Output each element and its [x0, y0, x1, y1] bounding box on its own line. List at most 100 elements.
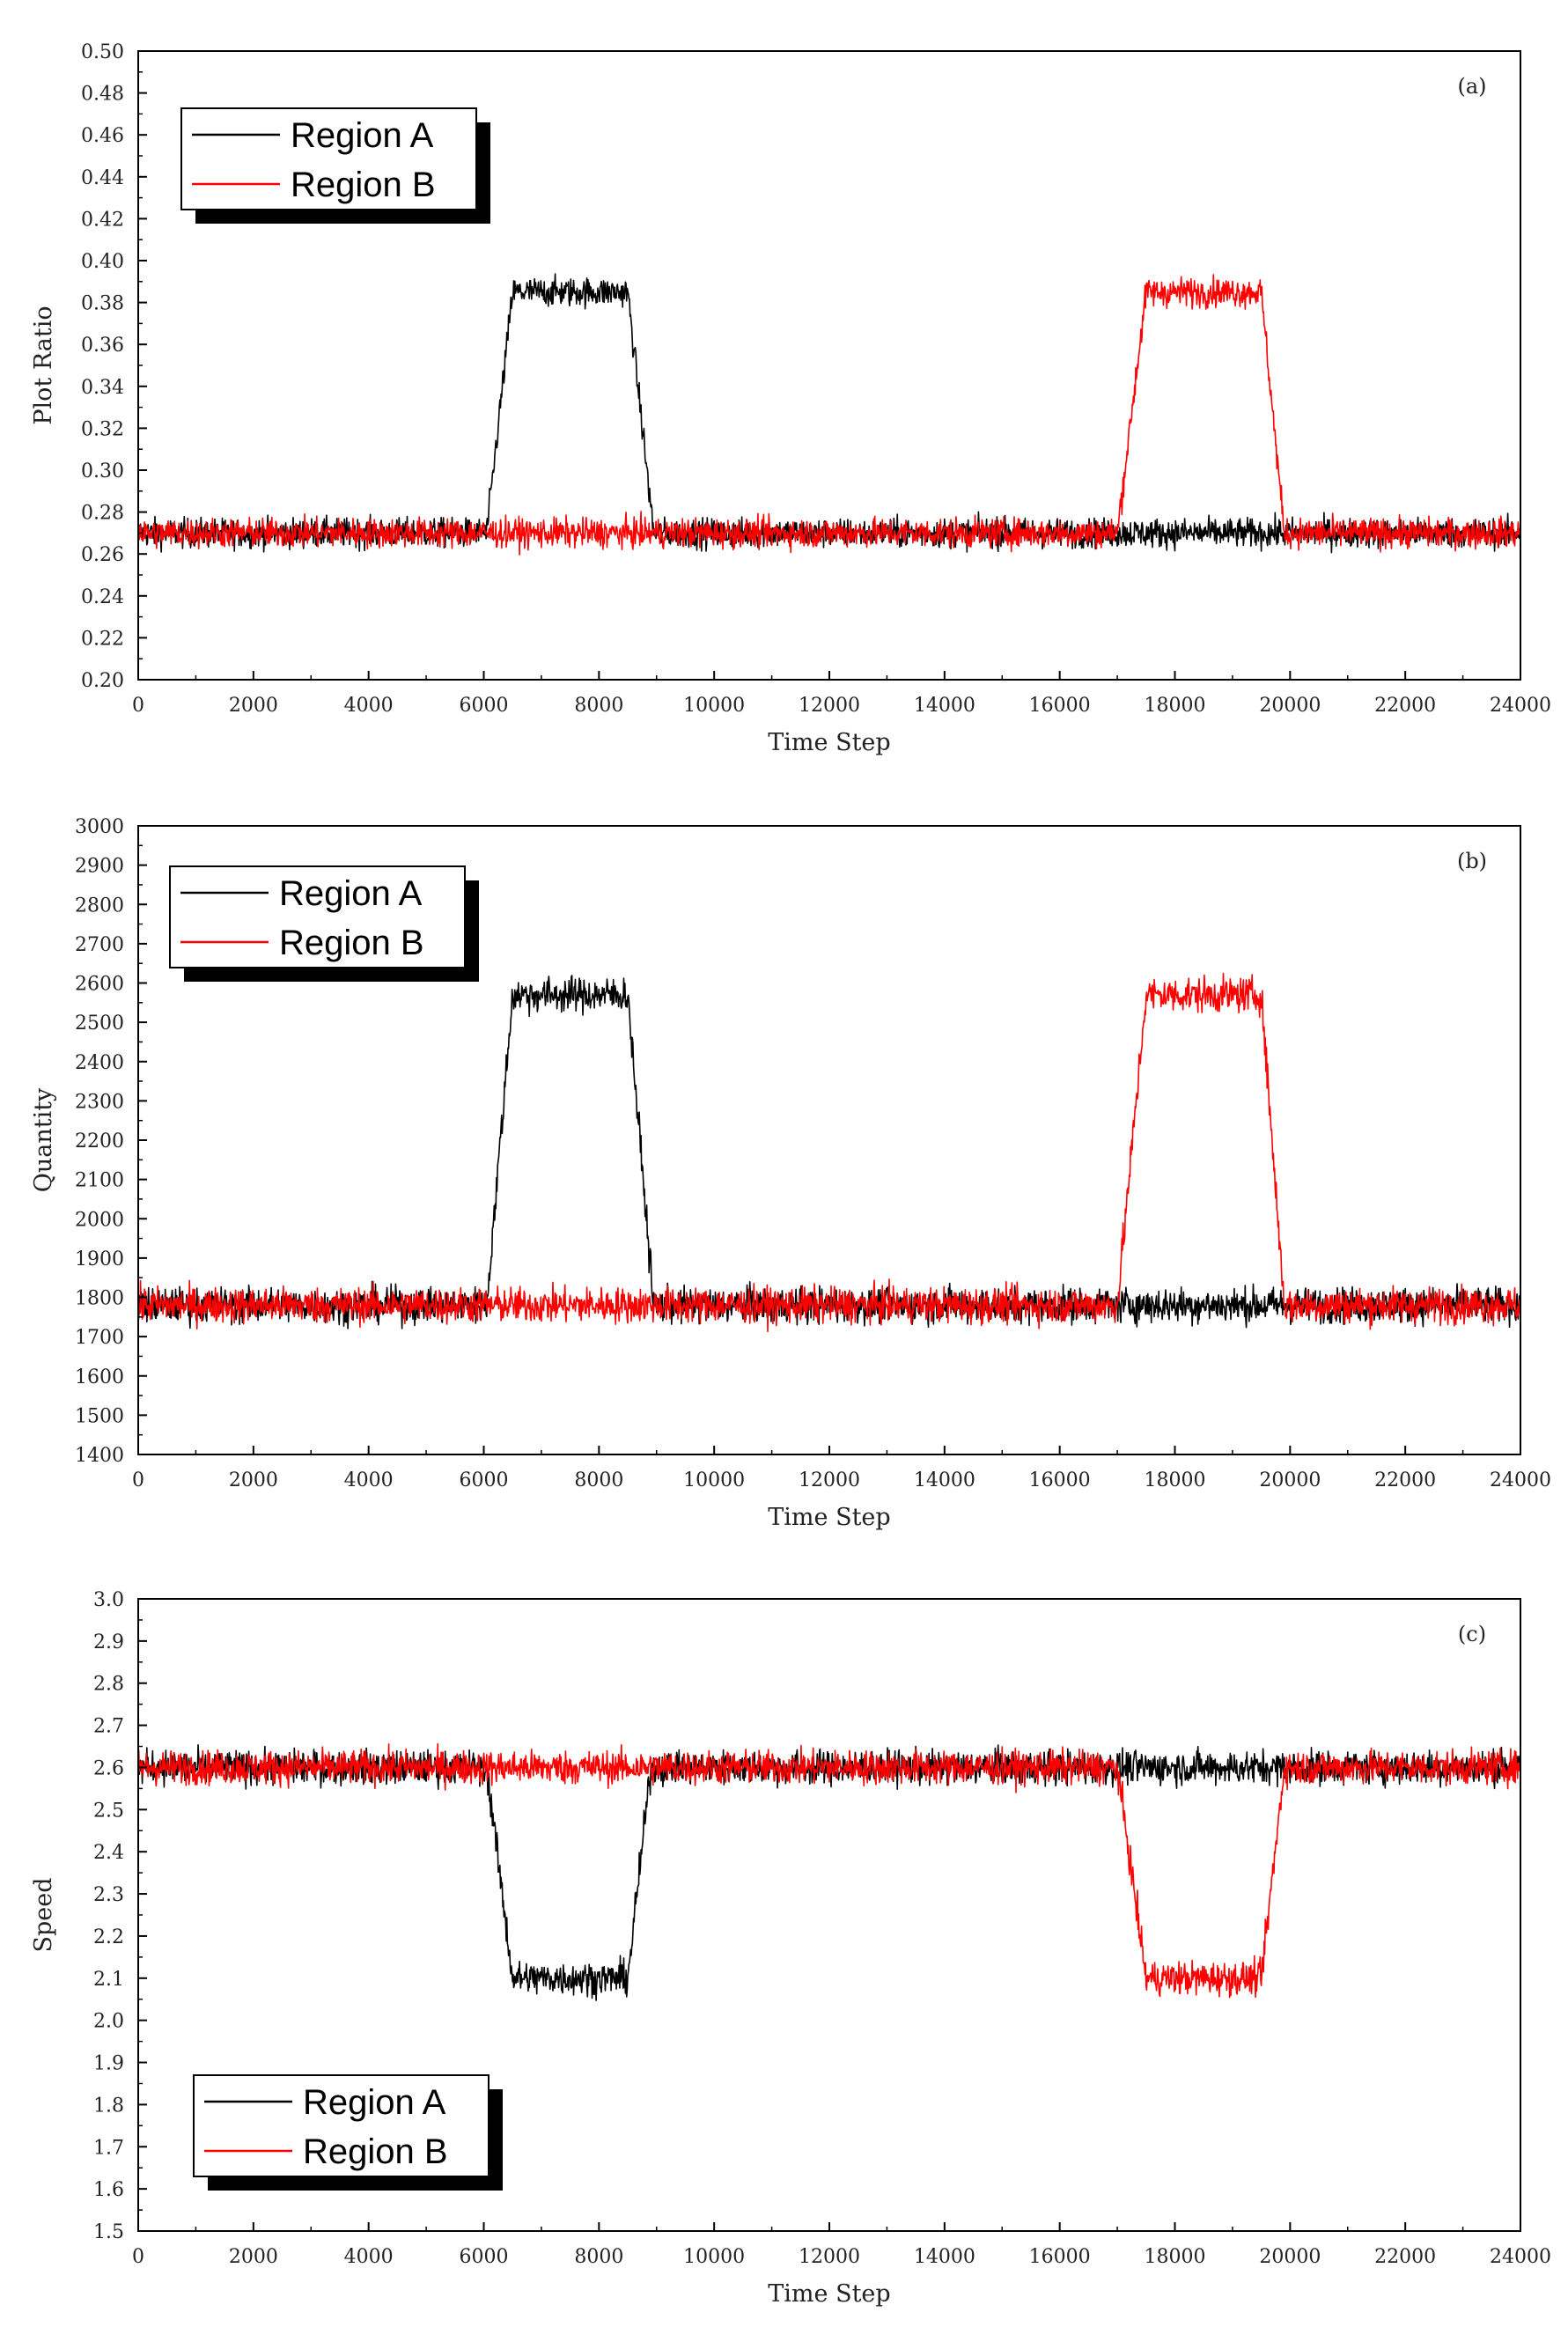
y-tick-label: 2.4 [93, 1842, 124, 1864]
x-tick-label: 2000 [229, 695, 278, 717]
y-tick-label: 2600 [75, 974, 124, 996]
legend-label-region-a: Region A [303, 2083, 446, 2122]
y-tick-label: 2.7 [93, 1716, 124, 1738]
y-tick-label: 2200 [75, 1130, 124, 1152]
x-tick-label: 2000 [229, 1469, 278, 1491]
y-tick-label: 2700 [75, 934, 124, 956]
x-tick-label: 20000 [1259, 1469, 1321, 1491]
series-line-region-a [138, 1744, 1520, 2001]
y-tick-label: 1700 [75, 1327, 124, 1349]
y-tick-label: 2100 [75, 1170, 124, 1192]
x-tick-label: 10000 [683, 695, 745, 717]
y-tick-label: 1.7 [93, 2137, 124, 2159]
x-tick-label: 22000 [1374, 1469, 1436, 1491]
x-tick-label: 2000 [229, 2246, 278, 2268]
x-tick-label: 0 [132, 2246, 144, 2268]
panel-label: (a) [1457, 74, 1486, 99]
y-tick-label: 2.3 [93, 1884, 124, 1906]
x-tick-label: 6000 [460, 695, 509, 717]
y-tick-label: 0.22 [81, 628, 124, 650]
legend: Region A Region B [193, 2074, 503, 2191]
y-tick-label: 1800 [75, 1288, 124, 1310]
x-tick-label: 14000 [914, 2246, 975, 2268]
panel-label: (b) [1457, 849, 1487, 873]
legend: Region A Region B [180, 107, 490, 224]
y-tick-label: 0.20 [81, 670, 124, 692]
series-line-region-a [138, 975, 1520, 1329]
legend-label-region-b: Region B [291, 166, 436, 204]
y-tick-label: 2.1 [93, 1969, 124, 1991]
x-tick-label: 12000 [799, 1469, 860, 1491]
y-tick-label: 2400 [75, 1052, 124, 1074]
series-group [138, 972, 1520, 1332]
legend-box [180, 107, 477, 210]
x-tick-label: 20000 [1259, 2246, 1321, 2268]
y-tick-label: 1.9 [93, 2053, 124, 2075]
y-tick-label: 1.6 [93, 2179, 124, 2201]
y-tick-label: 1500 [75, 1405, 124, 1427]
x-tick-label: 8000 [574, 1469, 623, 1491]
x-tick-label: 10000 [683, 2246, 745, 2268]
y-tick-label: 2300 [75, 1091, 124, 1113]
y-tick-label: 0.46 [81, 125, 124, 147]
x-tick-label: 8000 [574, 695, 623, 717]
y-tick-label: 2900 [75, 856, 124, 878]
legend-label-region-a: Region A [291, 116, 434, 155]
x-tick-label: 24000 [1490, 1469, 1551, 1491]
chart-panel-c: 0 2000 4000 6000 8000 10000 12000 14000 16000 180… [0, 1550, 1568, 2327]
y-tick-label: 1.8 [93, 2095, 124, 2117]
y-axis-label: Plot Ratio [30, 306, 57, 424]
x-tick-label: 0 [132, 695, 144, 717]
x-tick-label: 4000 [344, 2246, 394, 2268]
x-tick-label: 0 [132, 1469, 144, 1491]
y-tick-label: 0.34 [81, 377, 124, 399]
series-line-region-a [138, 273, 1520, 554]
y-tick-label: 2.2 [93, 1926, 124, 1948]
y-tick-label: 0.28 [81, 503, 124, 525]
y-tick-label: 0.50 [81, 41, 124, 63]
x-tick-label: 22000 [1374, 695, 1436, 717]
x-tick-label: 12000 [799, 695, 860, 717]
y-tick-label: 0.44 [81, 167, 124, 189]
x-tick-label: 14000 [914, 1469, 975, 1491]
legend: Region A Region B [169, 865, 479, 982]
x-tick-label: 16000 [1029, 695, 1091, 717]
x-tick-label: 6000 [460, 1469, 509, 1491]
x-tick-label: 8000 [574, 2246, 623, 2268]
x-axis-label: Time Step [768, 729, 890, 756]
series-group [138, 273, 1520, 556]
y-tick-label: 0.42 [81, 209, 124, 231]
legend-label-region-b: Region B [303, 2132, 448, 2171]
y-tick-label: 0.48 [81, 84, 124, 106]
y-tick-label: 0.40 [81, 251, 124, 273]
y-axis-label: Quantity [30, 1087, 57, 1192]
x-tick-label: 12000 [799, 2246, 860, 2268]
y-tick-label: 2000 [75, 1209, 124, 1231]
y-tick-label: 3000 [75, 816, 124, 838]
series-line-region-b [138, 972, 1520, 1332]
x-tick-label: 16000 [1029, 2246, 1091, 2268]
x-tick-label: 24000 [1490, 695, 1551, 717]
chart-c-svg: 0 2000 4000 6000 8000 10000 12000 14000 16000 180… [30, 1589, 1551, 2308]
x-tick-label: 4000 [344, 1469, 394, 1491]
y-tick-label: 1400 [75, 1445, 124, 1467]
x-axis-label: Time Step [768, 2280, 890, 2308]
legend-label-region-b: Region B [279, 924, 424, 962]
legend-box [193, 2074, 490, 2177]
y-tick-label: 2.6 [93, 1757, 124, 1779]
y-tick-label: 1600 [75, 1366, 124, 1388]
x-tick-label: 4000 [344, 695, 394, 717]
x-tick-label: 10000 [683, 1469, 745, 1491]
legend-label-region-a: Region A [279, 874, 423, 913]
panel-label: (c) [1458, 1622, 1486, 1646]
series-line-region-b [138, 274, 1520, 556]
x-tick-label: 14000 [914, 695, 975, 717]
y-tick-label: 0.32 [81, 418, 124, 440]
y-tick-label: 2800 [75, 895, 124, 917]
y-tick-label: 2.0 [93, 2011, 124, 2033]
y-tick-label: 0.30 [81, 460, 124, 482]
y-tick-label: 1.5 [93, 2221, 124, 2243]
chart-panel-b: 0 2000 4000 6000 8000 10000 12000 14000 16000 180… [0, 775, 1568, 1550]
y-tick-label: 1900 [75, 1248, 124, 1270]
y-tick-label: 2.5 [93, 1800, 124, 1822]
